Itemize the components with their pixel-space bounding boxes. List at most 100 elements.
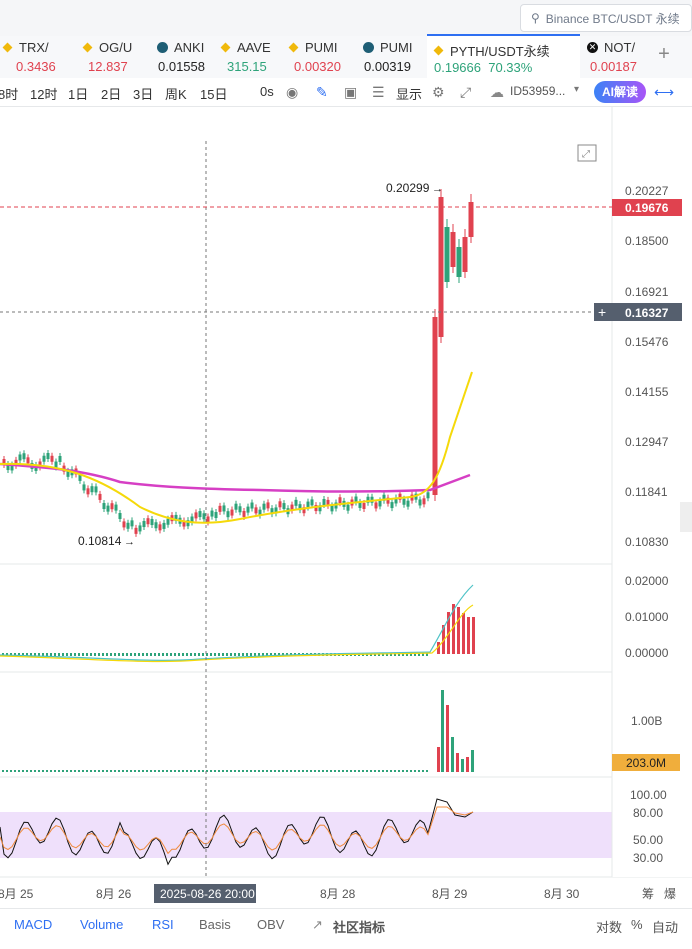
macd-bar bbox=[472, 617, 475, 654]
macd-bar bbox=[457, 607, 460, 654]
share-icon[interactable]: ⟷ bbox=[654, 84, 675, 100]
interval-menu[interactable]: 0s bbox=[260, 84, 274, 99]
timeframe-12h[interactable]: 12时 bbox=[30, 87, 58, 102]
ticker-tab-pump[interactable]: PUMI 0.00320 bbox=[286, 36, 352, 78]
candle-body bbox=[270, 508, 274, 515]
log-scale-toggle[interactable]: 对数 bbox=[596, 920, 623, 935]
volume-bar bbox=[90, 770, 92, 772]
ticker-tab-trx[interactable]: TRX/ 0.3436 bbox=[0, 36, 78, 78]
account-id[interactable]: ID53959... bbox=[510, 84, 566, 98]
volume-bar bbox=[82, 770, 84, 772]
search-input[interactable]: ⚲ Binance BTC/USDT 永续 bbox=[520, 4, 692, 32]
macd-bar bbox=[238, 653, 240, 656]
candle-body bbox=[210, 510, 214, 517]
volume-bar bbox=[394, 770, 396, 772]
liquidation-icon[interactable]: 爆 bbox=[664, 887, 676, 901]
volume-bar bbox=[218, 770, 220, 772]
ticker-tab-not[interactable]: ✕ NOT/ 0.00187 bbox=[584, 36, 644, 78]
macd-bar bbox=[414, 653, 416, 656]
candle-body bbox=[462, 237, 468, 272]
macd-bar bbox=[390, 653, 392, 656]
macd-bar bbox=[114, 653, 116, 656]
macd-bar bbox=[14, 653, 16, 656]
indicator-volume[interactable]: Volume bbox=[80, 917, 124, 932]
candle-body bbox=[246, 506, 250, 513]
camera-icon[interactable]: ◉ bbox=[286, 84, 299, 100]
candle-body bbox=[194, 512, 198, 519]
candle-body bbox=[338, 497, 342, 504]
indicator-basis[interactable]: Basis bbox=[199, 917, 231, 932]
candle-body bbox=[362, 502, 366, 509]
price-tick: 0.10830 bbox=[625, 535, 669, 549]
chip-icon[interactable]: 筹 bbox=[642, 887, 654, 901]
candle-body bbox=[406, 500, 410, 507]
ticker-tab-og[interactable]: OG/U 12.837 bbox=[80, 36, 153, 78]
timeframe-2d[interactable]: 2日 bbox=[101, 87, 122, 102]
volume-bar bbox=[370, 770, 372, 772]
volume-bar bbox=[358, 770, 360, 772]
volume-bar bbox=[274, 770, 276, 772]
candle-body bbox=[98, 493, 102, 500]
volume-bar bbox=[114, 770, 116, 772]
macd-signal bbox=[0, 604, 474, 663]
candle-body bbox=[154, 522, 158, 529]
add-tab-button[interactable]: + bbox=[658, 43, 670, 65]
macd-bar bbox=[190, 653, 192, 656]
timeframe-week[interactable]: 周K bbox=[165, 87, 187, 102]
pen-icon[interactable]: ✎ bbox=[316, 84, 328, 100]
macd-bar bbox=[198, 653, 200, 656]
volume-bar bbox=[94, 770, 96, 772]
candle-body bbox=[402, 498, 406, 505]
volume-bar bbox=[238, 770, 240, 772]
list-icon[interactable]: ☰ bbox=[372, 84, 385, 100]
timeframe-1d[interactable]: 1日 bbox=[68, 87, 89, 102]
time-tick: 8月 29 bbox=[432, 887, 468, 901]
auto-scale-toggle[interactable]: 自动 bbox=[652, 920, 679, 935]
candle-body bbox=[150, 519, 154, 526]
community-indicators[interactable]: 社区指标 bbox=[333, 920, 386, 935]
cloud-icon[interactable]: ☁ bbox=[490, 84, 504, 100]
candle-body bbox=[354, 496, 358, 503]
rsi-tick: 50.00 bbox=[633, 833, 663, 847]
macd-bar bbox=[102, 653, 104, 656]
indicator-macd[interactable]: MACD bbox=[14, 917, 53, 932]
candle-body bbox=[190, 516, 194, 523]
candle-body bbox=[278, 501, 282, 508]
timeframe-15d[interactable]: 15日 bbox=[200, 87, 228, 102]
indicator-obv[interactable]: OBV bbox=[257, 917, 285, 932]
ticker-tab-aave[interactable]: AAVE 315.15 bbox=[218, 36, 284, 78]
price-tick: 0.15476 bbox=[625, 335, 669, 349]
macd-bar bbox=[218, 653, 220, 656]
candle-body bbox=[174, 514, 178, 521]
gear-icon[interactable]: ⚙ bbox=[432, 84, 445, 100]
candle-body bbox=[146, 518, 150, 525]
macd-bar bbox=[58, 653, 60, 656]
macd-bar bbox=[30, 653, 32, 656]
percent-scale-toggle[interactable]: % bbox=[631, 917, 643, 932]
macd-bar bbox=[234, 653, 236, 656]
display-menu[interactable]: 显示 bbox=[396, 87, 423, 102]
plus-icon[interactable]: + bbox=[598, 304, 606, 320]
timeframe-3d[interactable]: 3日 bbox=[133, 87, 154, 102]
indicator-rsi[interactable]: RSI bbox=[152, 917, 174, 932]
candlestick-chart[interactable]: 0.20227 0.18500 0.16921 0.15476 0.14155 … bbox=[0, 107, 692, 908]
ticker-tab-ankr[interactable]: ANKI 0.01558 bbox=[154, 36, 216, 78]
ai-analysis-button[interactable]: AI解读 bbox=[594, 81, 646, 103]
moving-averages bbox=[0, 371, 473, 524]
volume-bar bbox=[366, 770, 368, 772]
macd-bar bbox=[122, 653, 124, 656]
volume-bar bbox=[174, 770, 176, 772]
price-tick: 0.12947 bbox=[625, 435, 669, 449]
chevron-down-icon[interactable]: ▾ bbox=[574, 84, 580, 95]
fullscreen-icon[interactable]: ⤢ bbox=[460, 84, 472, 100]
timeframe-8h[interactable]: 8时 bbox=[0, 87, 19, 102]
volume-bar bbox=[178, 770, 180, 772]
expand-icon[interactable] bbox=[577, 144, 597, 162]
volume-bar bbox=[270, 770, 272, 772]
diamond-icon bbox=[82, 42, 93, 53]
ticker-tab-pump-2[interactable]: PUMI 0.00319 bbox=[360, 36, 422, 78]
macd-bar bbox=[158, 653, 160, 656]
scroll-handle[interactable] bbox=[680, 502, 692, 532]
crop-icon[interactable]: ▣ bbox=[344, 84, 358, 100]
ticker-tab-pyth[interactable]: PYTH/USDT永续 0.19666 70.33% bbox=[427, 34, 580, 78]
